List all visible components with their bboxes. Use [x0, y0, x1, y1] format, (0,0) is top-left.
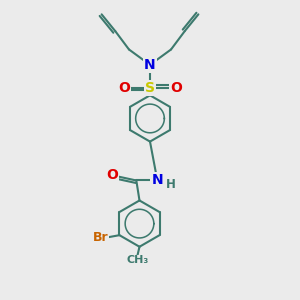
Text: S: S [145, 81, 155, 95]
Text: Br: Br [93, 231, 108, 244]
Text: O: O [170, 81, 182, 95]
Text: N: N [144, 58, 156, 72]
Text: N: N [152, 173, 163, 188]
Text: CH₃: CH₃ [126, 255, 148, 266]
Text: H: H [166, 178, 176, 191]
Text: O: O [106, 168, 118, 182]
Text: O: O [118, 81, 130, 95]
